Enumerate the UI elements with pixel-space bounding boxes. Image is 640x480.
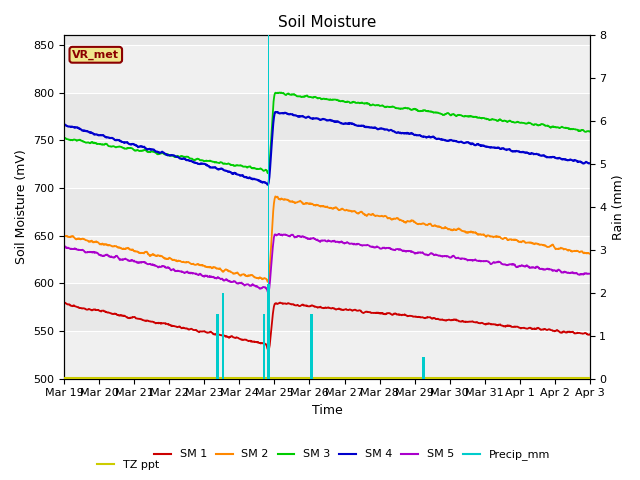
Bar — [65, 331, 589, 379]
Title: Soil Moisture: Soil Moisture — [278, 15, 376, 30]
Legend: TZ ppt: TZ ppt — [93, 456, 163, 474]
Bar — [65, 236, 589, 283]
Bar — [422, 357, 425, 379]
Bar — [65, 140, 589, 188]
X-axis label: Time: Time — [312, 404, 342, 417]
Bar — [310, 314, 313, 379]
Text: VR_met: VR_met — [72, 49, 119, 60]
Bar — [268, 36, 269, 379]
Y-axis label: Soil Moisture (mV): Soil Moisture (mV) — [15, 150, 28, 264]
Y-axis label: Rain (mm): Rain (mm) — [612, 174, 625, 240]
Bar — [65, 45, 589, 93]
Bar — [216, 314, 219, 379]
Bar — [262, 314, 266, 379]
Bar — [267, 284, 270, 379]
Bar — [221, 293, 225, 379]
Legend: SM 1, SM 2, SM 3, SM 4, SM 5, Precip_mm: SM 1, SM 2, SM 3, SM 4, SM 5, Precip_mm — [150, 445, 554, 465]
